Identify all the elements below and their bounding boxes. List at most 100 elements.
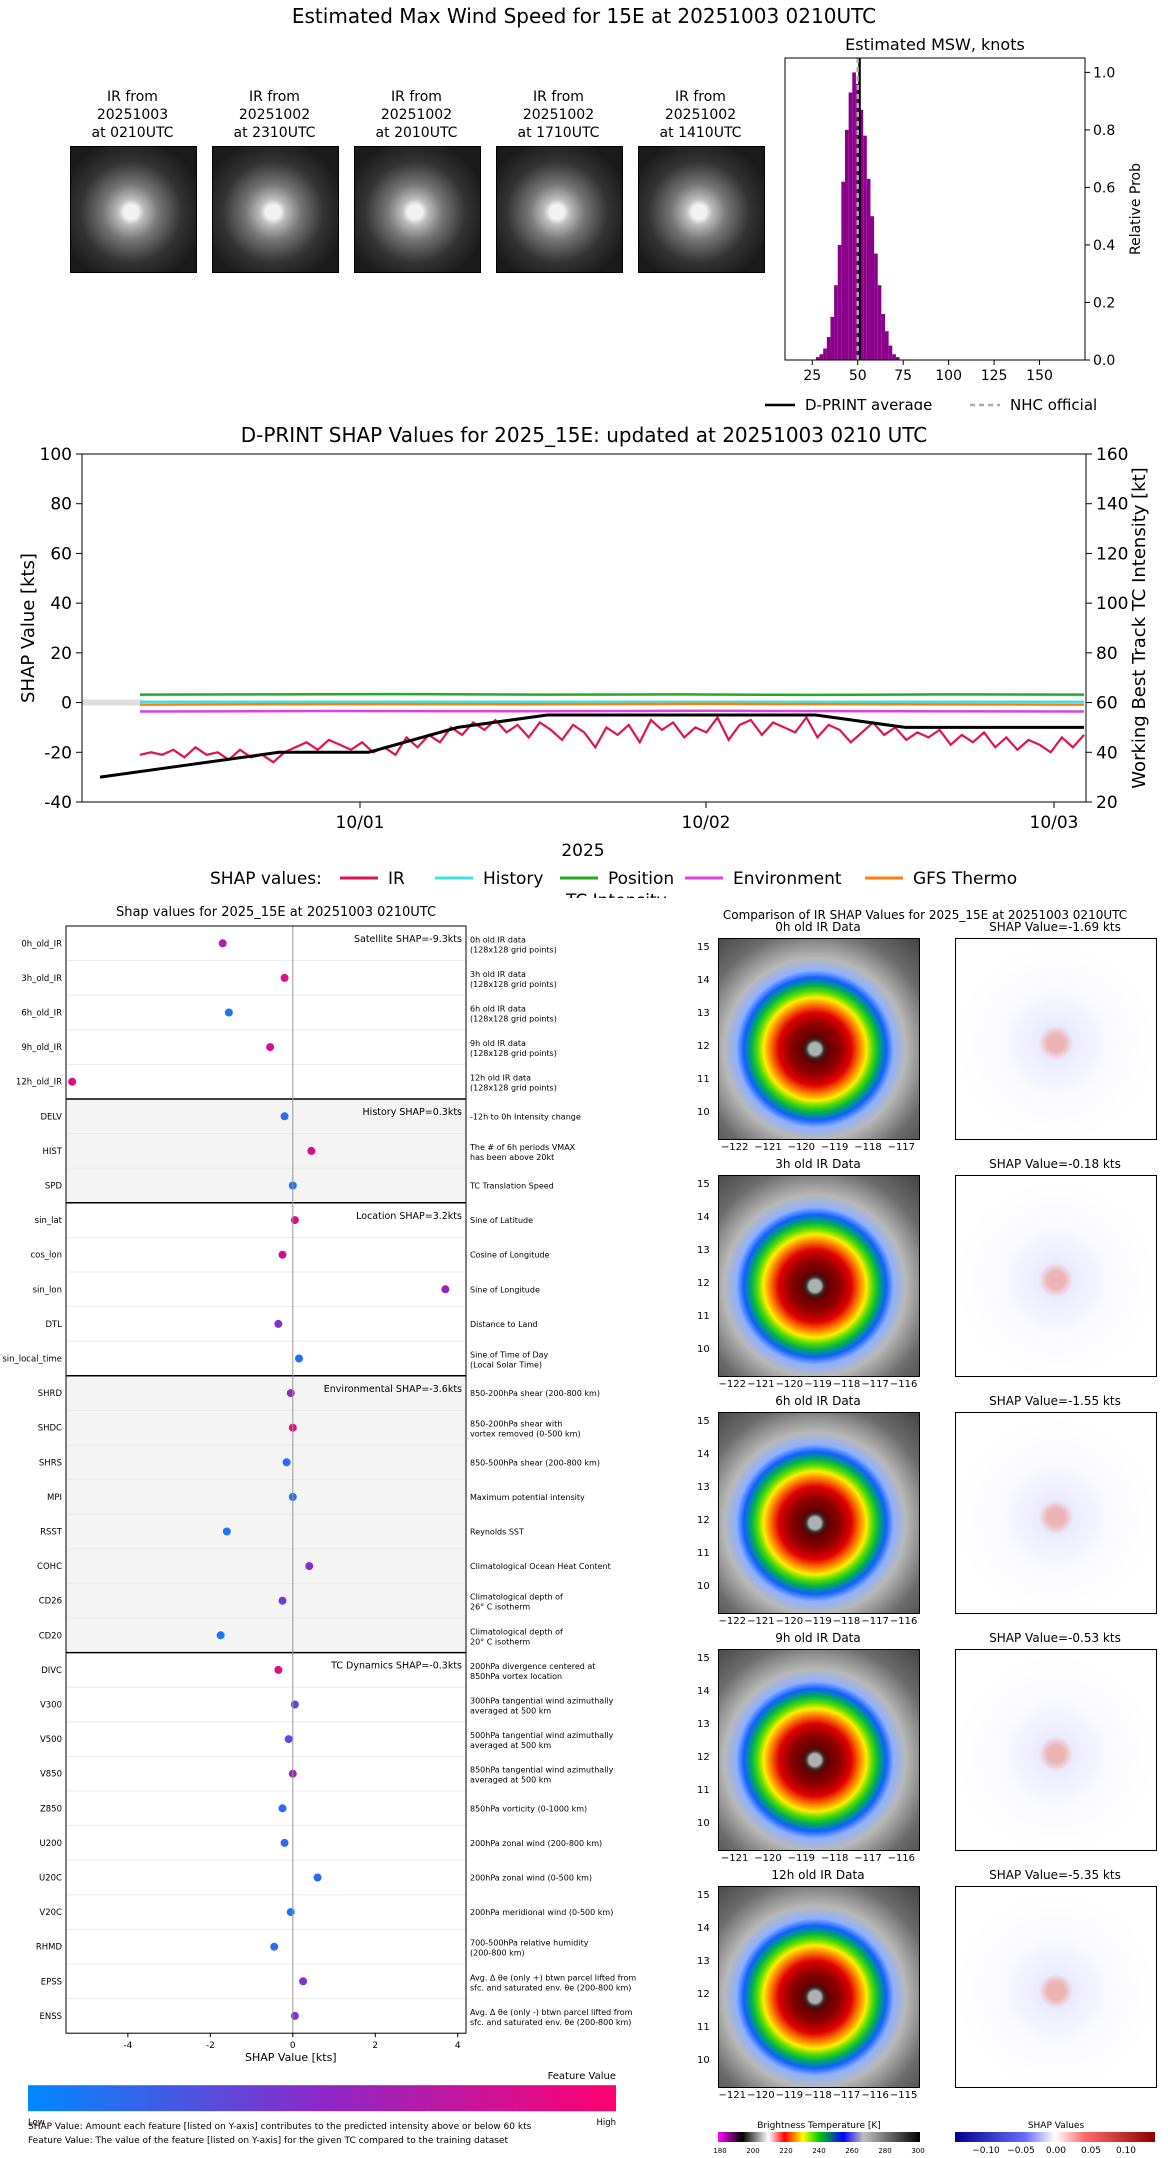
shap-colorbar-label: SHAP Values bbox=[1028, 2121, 1085, 2131]
feature-desc: (Local Solar Time) bbox=[470, 1361, 542, 1370]
feature-desc: TC Translation Speed bbox=[469, 1182, 554, 1191]
hist-bar bbox=[888, 345, 893, 360]
x-tick-label: 0 bbox=[290, 2041, 296, 2051]
feature-name: U200 bbox=[40, 1839, 62, 1849]
colorbar-low: Low bbox=[28, 2118, 45, 2128]
ir-x-tick-label: −118 bbox=[832, 1616, 861, 1627]
feature-desc: has been above 20kt bbox=[470, 1153, 554, 1162]
ir-panel-title: 0h old IR Data bbox=[775, 920, 861, 934]
group-title: Satellite SHAP=-9.3kts bbox=[354, 934, 462, 945]
feature-point bbox=[274, 1319, 283, 1328]
ir-thumbnail-image bbox=[212, 146, 339, 273]
hist-bar bbox=[830, 316, 835, 360]
ir-x-tick-labels: −122 −121 −120 −119 −118 −117 −116 bbox=[718, 1616, 918, 1627]
ir-image bbox=[718, 1412, 920, 1614]
ir-x-tick-label: −119 bbox=[820, 1142, 849, 1153]
feature-point bbox=[68, 1077, 77, 1086]
feature-point bbox=[280, 1838, 289, 1847]
ir-y-tick-label: 14 bbox=[697, 1686, 710, 1697]
y2-tick-label: 160 bbox=[1096, 445, 1128, 465]
ts-y2label: Working Best Track TC Intensity [kt] bbox=[1129, 467, 1150, 788]
ir-y-tick-label: 10 bbox=[697, 2055, 710, 2066]
feature-desc: Avg. Δ θe (only -) btwn parcel lifted fr… bbox=[470, 2008, 633, 2017]
ir-y-tick-label: 14 bbox=[697, 1449, 710, 1460]
thumbnail-label-line: IR from bbox=[675, 89, 726, 105]
feature-point bbox=[222, 1527, 231, 1536]
series-position-line bbox=[139, 692, 1085, 697]
ir-y-tick-label: 10 bbox=[697, 1107, 710, 1118]
group-title: Location SHAP=3.2kts bbox=[356, 1211, 462, 1222]
legend-label: IR bbox=[388, 869, 405, 889]
thumbnail-label: IR from 20251002 at 2310UTC bbox=[202, 88, 347, 142]
legend-nhc-label: NHC official bbox=[1010, 396, 1097, 410]
ir-thumbnail-image bbox=[354, 146, 481, 273]
ir-x-tick-labels: −121 −120 −119 −118 −117 −116 −115 bbox=[718, 2090, 918, 2101]
feature-point bbox=[290, 2011, 299, 2020]
thumbnail-label-line: 20251002 bbox=[380, 107, 453, 123]
ir-y-tick-label: 12 bbox=[697, 1515, 710, 1526]
ir-x-tick-label: −122 bbox=[720, 1142, 749, 1153]
feature-name: COHC bbox=[37, 1562, 62, 1572]
y-tick-label: 40 bbox=[50, 594, 72, 614]
ir-y-tick-label: 15 bbox=[697, 1416, 710, 1427]
feature-desc: 850hPa vortex location bbox=[470, 1672, 562, 1681]
feature-name: CD26 bbox=[39, 1597, 62, 1607]
ir-x-tick-label: −119 bbox=[775, 2090, 804, 2101]
feature-name: DELV bbox=[40, 1112, 62, 1122]
y-tick-label: 0.8 bbox=[1093, 123, 1115, 139]
colorbar-label: Feature Value bbox=[548, 2071, 616, 2082]
feature-point bbox=[313, 1873, 322, 1882]
legend-label: Position bbox=[608, 869, 674, 889]
ir-y-tick-label: 11 bbox=[697, 1074, 710, 1085]
shap-panel-title: SHAP Value=-1.55 kts bbox=[989, 1394, 1121, 1408]
feature-desc: (128x128 grid points) bbox=[470, 1049, 557, 1058]
feature-name: EPSS bbox=[41, 1977, 62, 1987]
shap-panel-title: SHAP Value=-0.53 kts bbox=[989, 1631, 1121, 1645]
ir-thumbnail-image bbox=[638, 146, 765, 273]
series-tc-intensity-line bbox=[99, 713, 1084, 779]
feature-name: DTL bbox=[46, 1320, 63, 1330]
ir-x-tick-labels: −122 −121 −120 −119 −118 −117 −116 bbox=[718, 1379, 918, 1390]
feature-desc: 850-500hPa shear (200-800 km) bbox=[470, 1458, 600, 1467]
group-background bbox=[66, 1099, 466, 1203]
feature-desc: (128x128 grid points) bbox=[470, 1084, 557, 1093]
ir-y-tick-label: 12 bbox=[697, 1041, 710, 1052]
ir-x-tick-label: −118 bbox=[820, 1853, 849, 1864]
hist-bar bbox=[895, 357, 900, 360]
shap-panel-title: SHAP Value=-1.69 kts bbox=[989, 920, 1121, 934]
feature-name: 0h_old_IR bbox=[21, 939, 62, 949]
y2-tick-label: 40 bbox=[1096, 743, 1118, 763]
hist-bar bbox=[819, 354, 824, 360]
bt-tick-label: 260 bbox=[845, 2147, 858, 2155]
thumbnail-label-line: at 2310UTC bbox=[233, 125, 316, 141]
feature-name: sin_lat bbox=[35, 1216, 63, 1226]
feature-desc: 850-200hPa shear with bbox=[470, 1420, 562, 1429]
feature-point bbox=[216, 1631, 225, 1640]
feature-desc: 20° C isotherm bbox=[470, 1637, 530, 1646]
ir-y-tick-label: 10 bbox=[697, 1344, 710, 1355]
ir-x-tick-label: −121 bbox=[747, 1616, 775, 1627]
ir-x-tick-label: −117 bbox=[854, 1853, 882, 1864]
feature-desc: vortex removed (0-500 km) bbox=[470, 1430, 581, 1439]
shap-tick-label: 0.10 bbox=[1116, 2146, 1136, 2156]
shap-tick-label: 0.00 bbox=[1046, 2146, 1066, 2156]
colorbar-high: High bbox=[596, 2118, 616, 2128]
shap-image bbox=[955, 1175, 1157, 1377]
y-tick-label: 100 bbox=[40, 445, 72, 465]
bt-tick-label: 300 bbox=[911, 2147, 924, 2155]
ir-x-tick-label: −116 bbox=[861, 2090, 889, 2101]
feature-desc: (128x128 grid points) bbox=[470, 945, 557, 954]
ts-xlabel: 2025 bbox=[561, 841, 604, 861]
y-tick-label: 0.4 bbox=[1093, 238, 1115, 254]
feature-desc: 26° C isotherm bbox=[470, 1603, 530, 1612]
feature-name: CD20 bbox=[39, 1631, 62, 1641]
feature-name: MPI bbox=[47, 1493, 62, 1503]
ir-x-tick-label: −117 bbox=[887, 1142, 916, 1153]
feature-desc: Cosine of Longitude bbox=[470, 1251, 550, 1260]
feature-point bbox=[266, 1043, 275, 1052]
feature-name: V300 bbox=[40, 1701, 62, 1711]
ts-ylabel: SHAP Value [kts] bbox=[18, 553, 39, 703]
hist-bar bbox=[823, 348, 827, 360]
thumbnail-label-line: at 2010UTC bbox=[375, 125, 458, 141]
ir-x-tick-label: −122 bbox=[718, 1379, 747, 1390]
